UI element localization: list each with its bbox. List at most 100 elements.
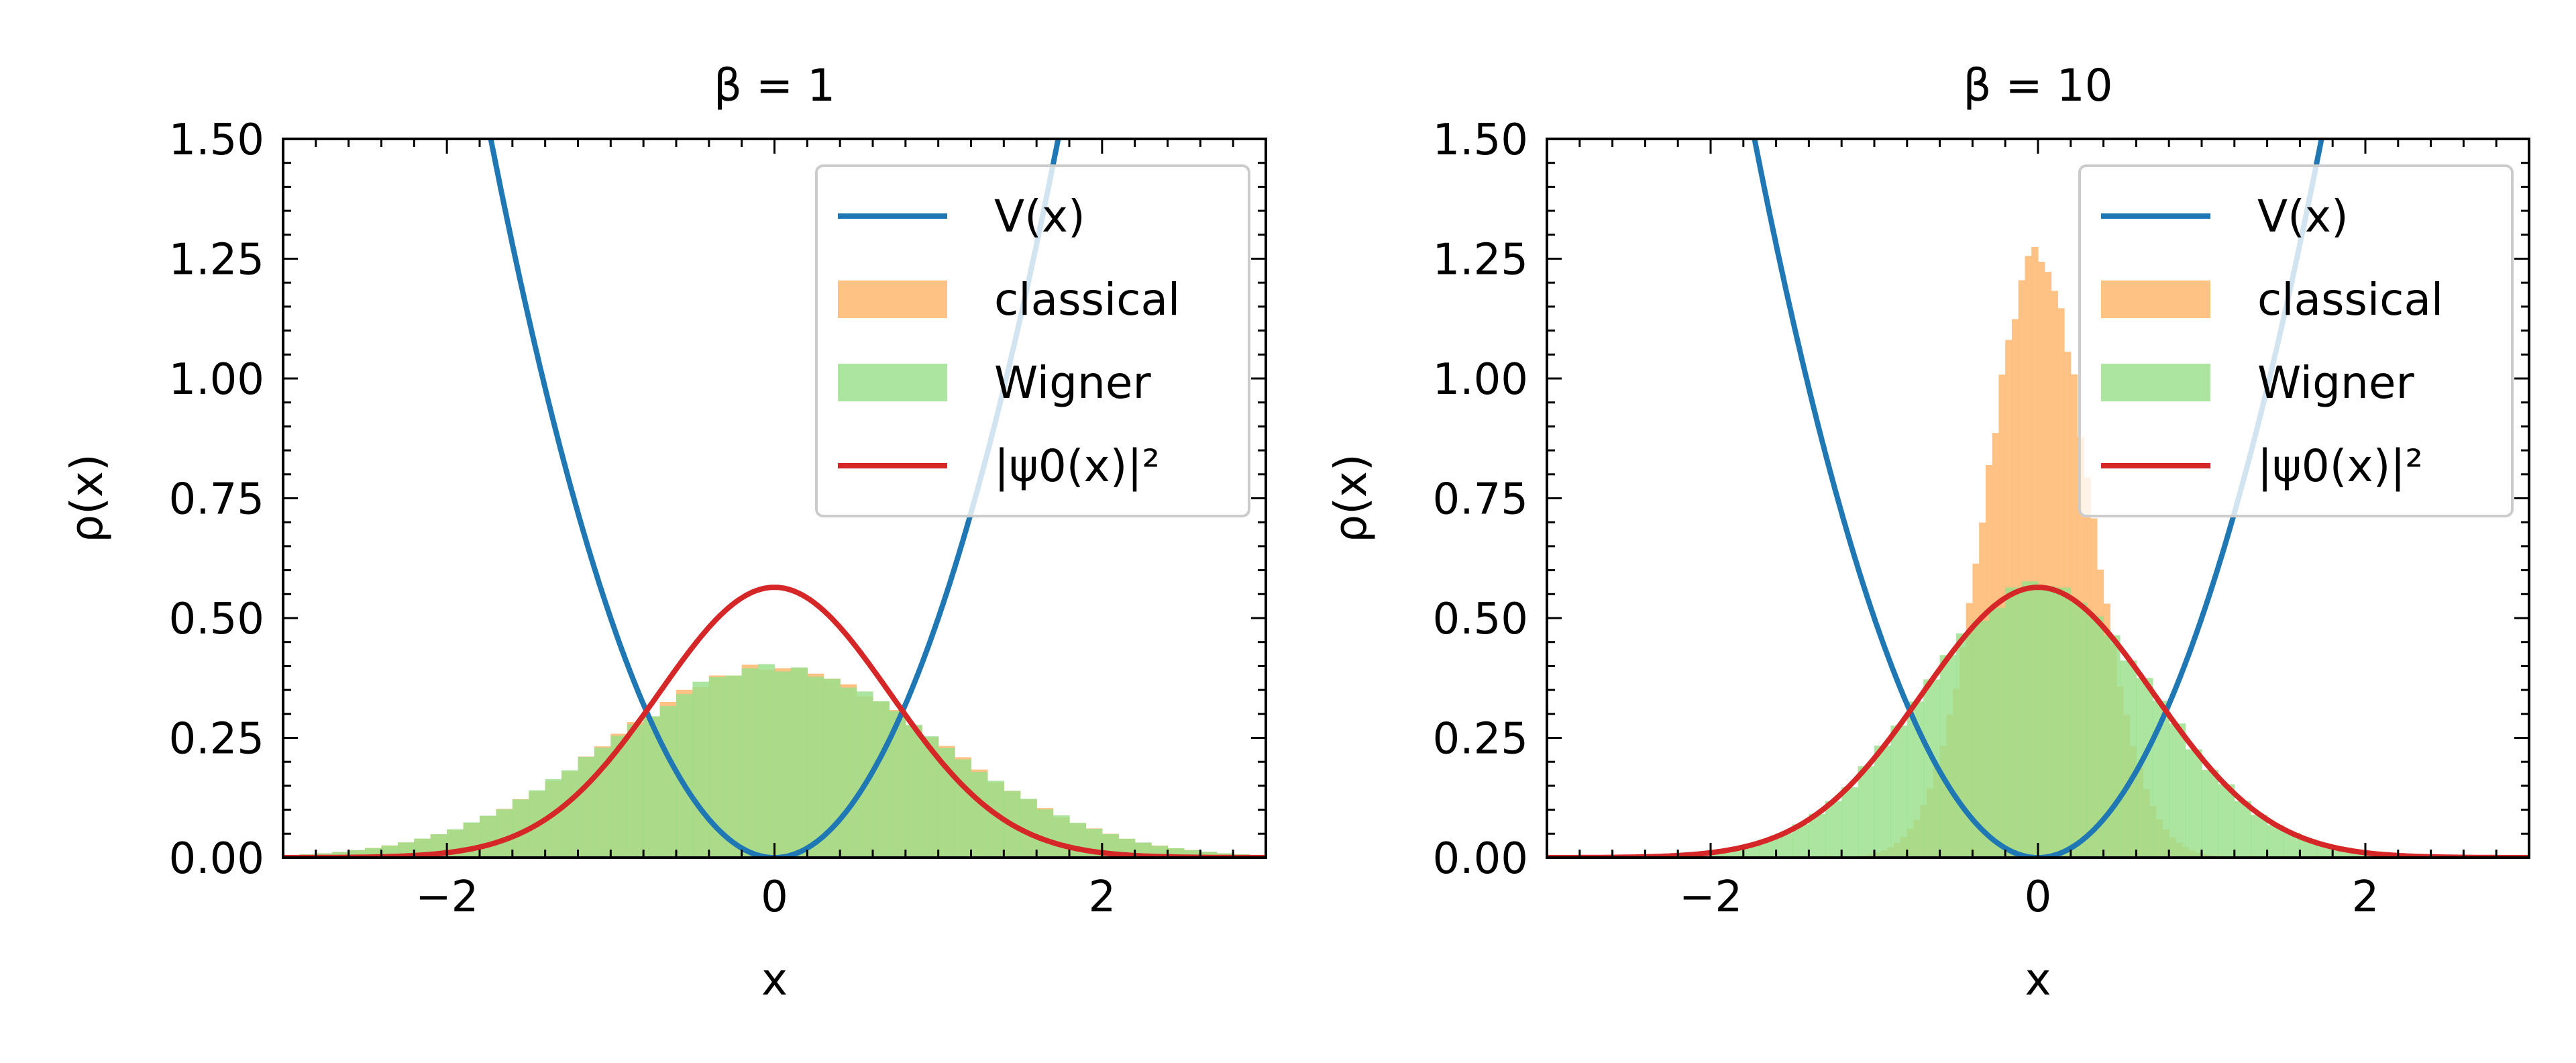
- y-tick-label: 0.25: [169, 715, 265, 764]
- legend-patch-swatch: [2101, 281, 2210, 318]
- histogram-bar: [1036, 809, 1054, 858]
- x-tick-label: 0: [761, 872, 788, 922]
- histogram-bar: [2005, 587, 2023, 858]
- histogram-bar: [741, 668, 759, 858]
- histogram-bar: [2038, 261, 2045, 858]
- legend-patch-swatch: [2101, 364, 2210, 401]
- histogram-bar: [578, 756, 595, 858]
- y-tick-label: 0.75: [1433, 475, 1529, 525]
- y-tick-label: 0.25: [1433, 715, 1529, 764]
- legend-box: [2078, 164, 2514, 517]
- histogram-bar: [2087, 616, 2104, 858]
- histogram-bar: [2021, 581, 2039, 858]
- histogram-bar: [2025, 256, 2032, 858]
- histogram-bar: [2169, 723, 2186, 858]
- plot-area: [283, 139, 1266, 858]
- legend-label: |ψ0(x)|²: [994, 440, 1160, 492]
- histogram-bar: [1939, 655, 1957, 858]
- histogram-bar: [1711, 851, 1727, 858]
- x-axis-label: x: [2025, 954, 2051, 1005]
- histogram-bar: [2038, 586, 2055, 858]
- histogram-bar: [659, 706, 677, 858]
- axes-frame: [1546, 138, 2530, 859]
- histogram-bar: [790, 667, 808, 858]
- histogram-bar: [2218, 784, 2235, 858]
- legend-label: Wigner: [994, 357, 1151, 409]
- histogram-bar: [2054, 587, 2072, 858]
- histogram-bar: [1972, 620, 1990, 858]
- y-tick-label: 1.00: [169, 355, 265, 405]
- histogram-bar: [2234, 801, 2251, 858]
- histogram-bar: [692, 681, 710, 858]
- histogram-bar: [2057, 308, 2065, 858]
- chart-panel-1: −2 0 2 0.00 0.25 0.50 0.75 1.00 1.25 1.50 β = 1 x ρ(…: [61, 60, 1267, 1005]
- histogram-wigner: [1612, 581, 2464, 858]
- histogram-bar: [2070, 602, 2088, 858]
- histogram-bar: [2051, 291, 2058, 858]
- histogram-bar: [774, 671, 792, 858]
- y-tick-label: 1.50: [169, 115, 265, 165]
- histogram-bar: [1053, 815, 1070, 858]
- y-tick-label: 0.00: [1433, 834, 1529, 884]
- legend-label: V(x): [2257, 191, 2349, 242]
- histogram-bar: [2349, 851, 2366, 858]
- histogram-bar: [1809, 813, 1826, 858]
- y-tick-label: 1.25: [169, 236, 265, 285]
- histogram-bar: [480, 815, 497, 858]
- histogram-bar: [2120, 660, 2137, 858]
- chart-title: β = 10: [1963, 60, 2112, 111]
- y-tick-label: 1.00: [1433, 355, 1529, 405]
- histogram-bar: [2251, 815, 2268, 858]
- y-tick-label: 0.50: [1433, 595, 1529, 644]
- histogram-bar: [627, 724, 644, 858]
- histogram-bar: [1825, 801, 1842, 858]
- histogram-bar: [971, 772, 988, 858]
- legend-label: Wigner: [2257, 357, 2414, 409]
- legend: V(x) classical Wigner |ψ0(x)|²: [2078, 164, 2514, 517]
- histogram-bar: [1841, 787, 1859, 858]
- histogram-bar: [561, 770, 579, 858]
- x-tick-label: 2: [2352, 872, 2379, 922]
- x-axis-label: x: [761, 954, 788, 1005]
- legend-label: |ψ0(x)|²: [2257, 440, 2423, 492]
- histogram-bar: [905, 724, 922, 858]
- y-axis-label: ρ(x): [1325, 454, 1377, 542]
- histogram-bar: [2044, 272, 2052, 858]
- histogram-bar: [2103, 635, 2121, 858]
- axes-frame: [282, 138, 1267, 859]
- legend-patch-swatch: [838, 281, 947, 318]
- chart-title: β = 1: [714, 60, 835, 111]
- x-tick-label: 2: [1088, 872, 1116, 922]
- x-tick-label: −2: [415, 872, 478, 922]
- x-tick-label: 0: [2025, 872, 2052, 922]
- histogram-bar: [2202, 770, 2218, 858]
- histogram-bar: [1183, 850, 1201, 858]
- histogram-bar: [2185, 749, 2202, 858]
- legend-label: V(x): [994, 191, 1085, 242]
- histogram-bar: [2031, 246, 2039, 858]
- x-tick-label: −2: [1679, 872, 1742, 922]
- legend-label: classical: [994, 274, 1180, 325]
- histogram-bar: [807, 676, 824, 858]
- y-tick-label: 0.50: [169, 595, 265, 644]
- histogram-bar: [725, 675, 743, 858]
- histogram-bar: [348, 850, 366, 858]
- legend-patch-swatch: [838, 364, 947, 401]
- histogram-bar: [873, 701, 890, 858]
- histogram-bar: [1988, 607, 2006, 858]
- legend: V(x) classical Wigner |ψ0(x)|²: [815, 164, 1250, 517]
- y-tick-label: 1.25: [1433, 236, 1529, 285]
- legend-box: [815, 164, 1250, 517]
- histogram-bar: [1858, 766, 1875, 858]
- y-tick-label: 1.50: [1433, 115, 1529, 165]
- y-axis-label: ρ(x): [61, 454, 113, 542]
- histogram-bar: [1874, 746, 1891, 858]
- histogram-bar: [840, 687, 857, 858]
- y-tick-label: 0.00: [169, 834, 265, 884]
- histogram-bar: [496, 809, 513, 858]
- chart-panel-2: −2 0 2 0.00 0.25 0.50 0.75 1.00 1.25 1.50 β = 10 x ρ…: [1325, 60, 2530, 1005]
- histogram-bar: [955, 759, 972, 858]
- histogram-bar: [2018, 280, 2026, 858]
- legend-label: classical: [2257, 274, 2443, 325]
